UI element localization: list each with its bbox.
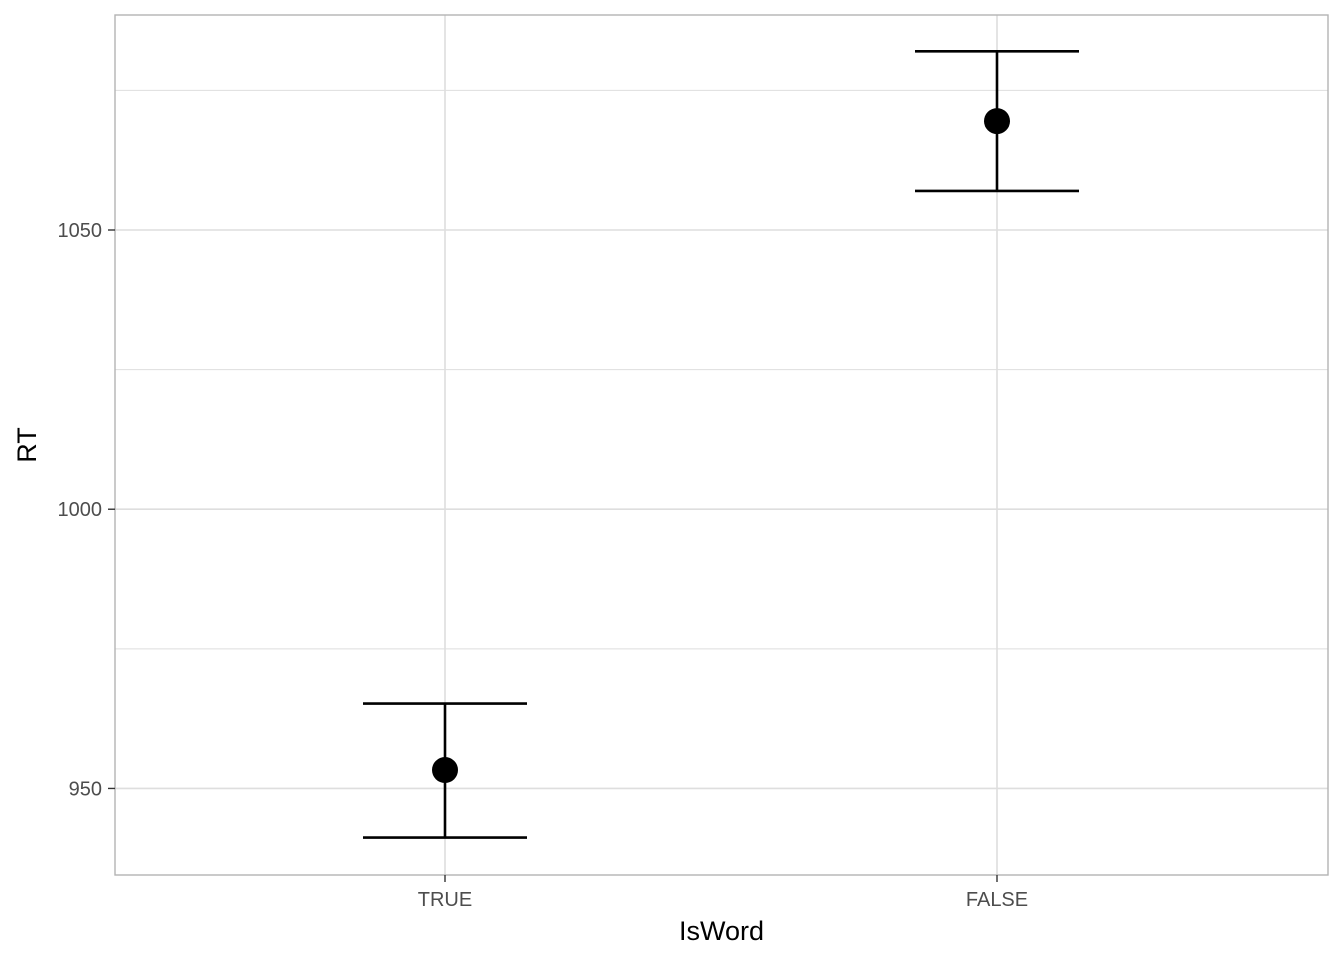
x-axis-title: IsWord	[679, 916, 764, 946]
y-tick-label: 1050	[58, 220, 103, 242]
axis-ticks: 950 1000 1050 TRUE FALSE	[58, 220, 1029, 911]
y-axis-title: RT	[12, 427, 42, 463]
data-point	[984, 108, 1010, 135]
y-tick-label: 1000	[58, 499, 103, 521]
panel-border	[114, 14, 1329, 876]
data-point	[432, 757, 458, 784]
x-tick-label: FALSE	[966, 889, 1028, 911]
grid-lines	[115, 15, 1328, 875]
y-tick-label: 950	[69, 778, 102, 800]
data-marks	[363, 49, 1079, 839]
x-tick-label: TRUE	[418, 889, 472, 911]
